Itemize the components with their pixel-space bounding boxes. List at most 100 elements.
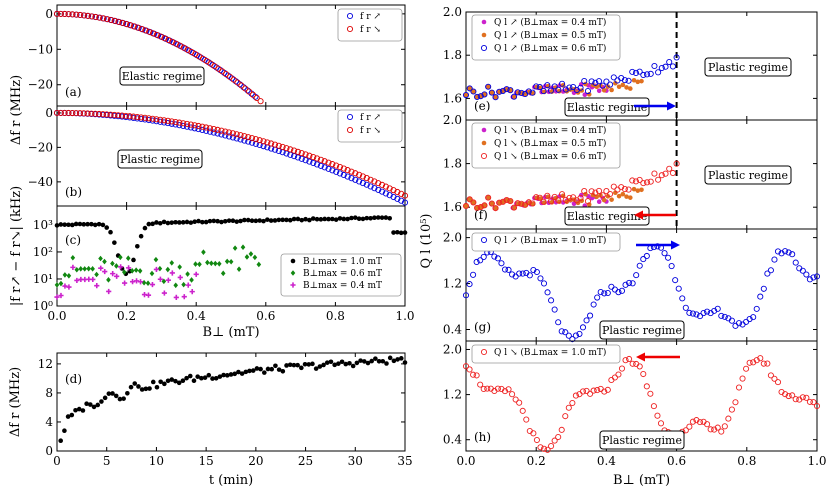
data-point [402,360,408,365]
data-point [299,217,305,223]
data-point [161,35,168,42]
sweep-arrowhead [634,210,643,220]
data-point [562,413,569,420]
data-point [73,221,79,227]
data-point [169,270,175,276]
legend-entry: Q l ↗ (B⊥max = 0.6 mT) [494,43,606,54]
legend-entry: f r ↘ [360,126,381,136]
data-point [226,218,232,223]
data-point [582,92,588,98]
data-point [657,420,665,427]
data-point [512,273,519,280]
y-tick-label: 0.4 [443,323,462,337]
legend-entry: Q l ↘ (B⊥max = 0.5 mT) [494,138,606,149]
data-point [58,438,64,444]
panel-label: (e) [474,99,490,113]
data-point [629,177,636,184]
data-point [173,219,178,225]
data-point [106,391,112,396]
data-point [215,218,220,224]
data-point [503,86,510,93]
data-point [100,15,107,22]
data-point [310,159,317,167]
data-point [732,399,739,406]
data-point [195,374,200,379]
data-point [57,10,64,17]
legend-marker [481,19,487,25]
data-point [352,170,359,177]
data-point [73,11,80,18]
data-point [555,86,562,93]
data-point [324,360,330,365]
y-tick-label: 0 [45,106,53,120]
data-point [614,186,621,193]
data-point [125,390,130,396]
data-point [499,87,506,94]
data-point [803,271,810,278]
data-point [200,219,205,225]
data-point [544,289,551,296]
legend-entry: f r ↗ [360,12,381,22]
data-point [686,309,693,316]
data-point [364,215,370,221]
data-point [636,363,643,370]
data-point [329,167,336,174]
data-point [512,396,519,403]
data-point [599,192,606,199]
data-point [78,266,84,272]
data-point [188,220,194,225]
data-point [150,221,155,227]
data-point [599,82,606,89]
data-point [245,217,251,223]
legend-marker [290,258,296,264]
data-point [169,377,175,382]
data-point [661,250,668,257]
data-point [268,140,275,147]
data-point [165,378,171,384]
data-point [792,396,799,403]
x-tick-label: 25 [298,454,313,468]
data-point [605,194,611,199]
data-point [356,178,363,185]
legend-marker [290,282,296,288]
legend-entry: Q l ↘ (B⊥max = 0.4 mT) [494,125,606,136]
data-point [604,289,611,297]
data-point [205,259,210,266]
data-point [217,374,223,379]
data-point [275,142,282,149]
data-point [728,317,735,324]
data-point [257,218,262,223]
data-point [54,223,60,228]
data-point [750,314,757,321]
data-point [164,117,171,124]
data-point [306,152,313,159]
data-point [147,386,152,391]
data-point [620,82,626,88]
x-tick-label: 15 [199,454,214,468]
data-point [666,58,673,66]
data-point [352,215,358,220]
data-point [375,186,382,193]
data-point [142,27,149,34]
data-point [516,270,523,277]
data-point [81,222,87,227]
data-point [257,98,264,105]
regime-box: Plastic regime [117,149,203,169]
data-point [551,83,558,90]
data-point [177,264,182,270]
data-point [264,139,271,146]
data-point [221,372,226,378]
regime-box-frame [599,320,685,340]
y-tick-label: 2.0 [443,342,462,356]
x-axis-label: t (min) [209,473,253,488]
data-point [590,301,597,308]
data-point [395,357,400,362]
data-point [519,407,526,414]
data-point [310,216,316,221]
data-point [102,268,108,275]
data-point [94,283,100,289]
data-point [799,394,806,401]
data-point [481,91,488,98]
y-tick-label: −20 [28,140,53,154]
data-point [379,215,385,220]
